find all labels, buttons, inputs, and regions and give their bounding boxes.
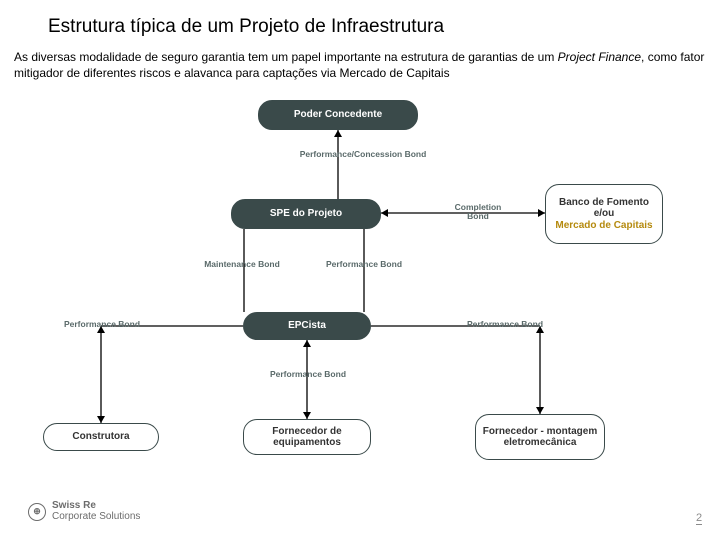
brand-logo: ⊕ Swiss Re Corporate Solutions xyxy=(28,501,140,522)
edge-performance-bond-mid: Performance Bond xyxy=(324,252,404,278)
node-banco-fomento: Banco de Fomento e/ou Mercado de Capitai… xyxy=(545,184,663,244)
logo-line2: Corporate Solutions xyxy=(52,512,140,523)
node-poder-concedente: Poder Concedente xyxy=(258,100,418,130)
page-subtitle: As diversas modalidade de seguro garanti… xyxy=(14,50,710,81)
logo-line1: Swiss Re xyxy=(52,501,140,512)
node-spe-projeto: SPE do Projeto xyxy=(231,199,381,229)
page-title: Estrutura típica de um Projeto de Infrae… xyxy=(48,16,444,38)
node-banco-text: Banco de Fomento e/ou xyxy=(559,197,649,220)
edge-performance-bond-right: Performance Bond xyxy=(465,312,545,338)
logo-mark-icon: ⊕ xyxy=(28,503,46,521)
node-epcista: EPCista xyxy=(243,312,371,340)
node-banco-gold-text: Mercado de Capitais xyxy=(550,220,658,232)
edge-performance-bond-bottom: Performance Bond xyxy=(268,362,348,388)
node-construtora: Construtora xyxy=(43,423,159,451)
edge-maintenance-bond: Maintenance Bond xyxy=(202,252,282,278)
edge-completion-bond: Completion Bond xyxy=(443,199,513,225)
edge-performance-concession-bond: Performance/Concession Bond xyxy=(296,142,430,168)
page-number: 2 xyxy=(696,512,702,525)
edge-performance-bond-left: Performance Bond xyxy=(62,312,142,338)
node-fornecedor-montagem: Fornecedor - montagem eletromecânica xyxy=(475,414,605,460)
node-fornecedor-equipamentos: Fornecedor de equipamentos xyxy=(243,419,371,455)
